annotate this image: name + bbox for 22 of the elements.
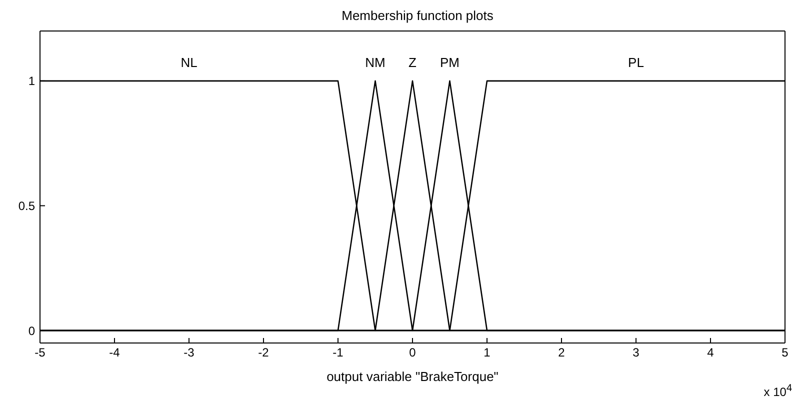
x-tick-label: -5	[34, 346, 46, 360]
x-tick-label: 3	[632, 346, 640, 360]
series-label: PM	[440, 54, 460, 70]
x-tick-label: -4	[109, 346, 120, 360]
x-tick-label: 2	[558, 346, 566, 360]
text: x 10$^{4}$	[764, 383, 792, 399]
x-axis-title: output variable "BrakeTorque"	[326, 369, 499, 384]
series-label: PL	[628, 54, 644, 70]
x-tick-label: -3	[184, 346, 195, 360]
x-tick-label: 5	[782, 346, 789, 360]
series-label: NM	[365, 54, 386, 70]
y-tick-label: 1	[28, 74, 36, 88]
series-label: NL	[180, 54, 198, 70]
series-label: Z	[408, 54, 417, 70]
x-tick-label: 1	[484, 346, 491, 360]
x-tick-label: -1	[332, 346, 344, 360]
y-tick-label: 0	[28, 324, 36, 338]
x-tick-label: 0	[409, 346, 416, 360]
x-tick-label: 4	[707, 346, 714, 360]
y-tick-label: 0.5	[18, 198, 36, 213]
chart-title: Membership function plots	[340, 8, 494, 23]
x-tick-label: -2	[258, 346, 270, 360]
